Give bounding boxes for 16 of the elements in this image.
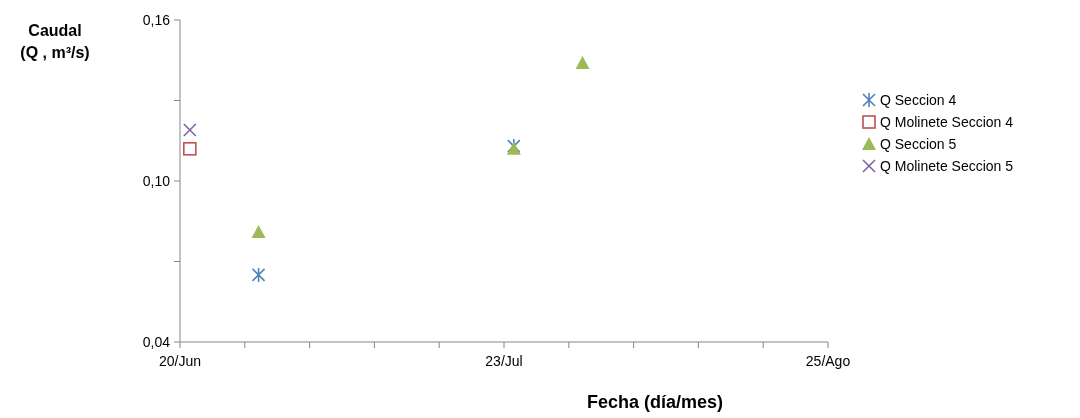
x-tick-label: 23/Jul [485,353,523,369]
legend-label: Q Seccion 5 [880,135,957,152]
y-axis-title: Caudal (Q , m³/s) [20,22,90,61]
y-tick-label: 0,10 [142,172,171,189]
legend-label: Q Seccion 4 [880,91,957,108]
y-tick-label: 0,04 [142,333,171,350]
point [575,55,590,69]
point [251,224,266,238]
x-axis-title: Fecha (día/mes) [586,392,724,412]
x-tick-label: 25/Ago [805,353,851,369]
x-tick-label: 20/Jun [158,353,202,369]
point [183,142,197,156]
point [251,267,266,283]
legend-label: Q Molinete Seccion 5 [880,157,1014,174]
legend-label: Q Molinete Seccion 4 [880,113,1014,130]
y-tick-label: 0,16 [142,11,171,28]
